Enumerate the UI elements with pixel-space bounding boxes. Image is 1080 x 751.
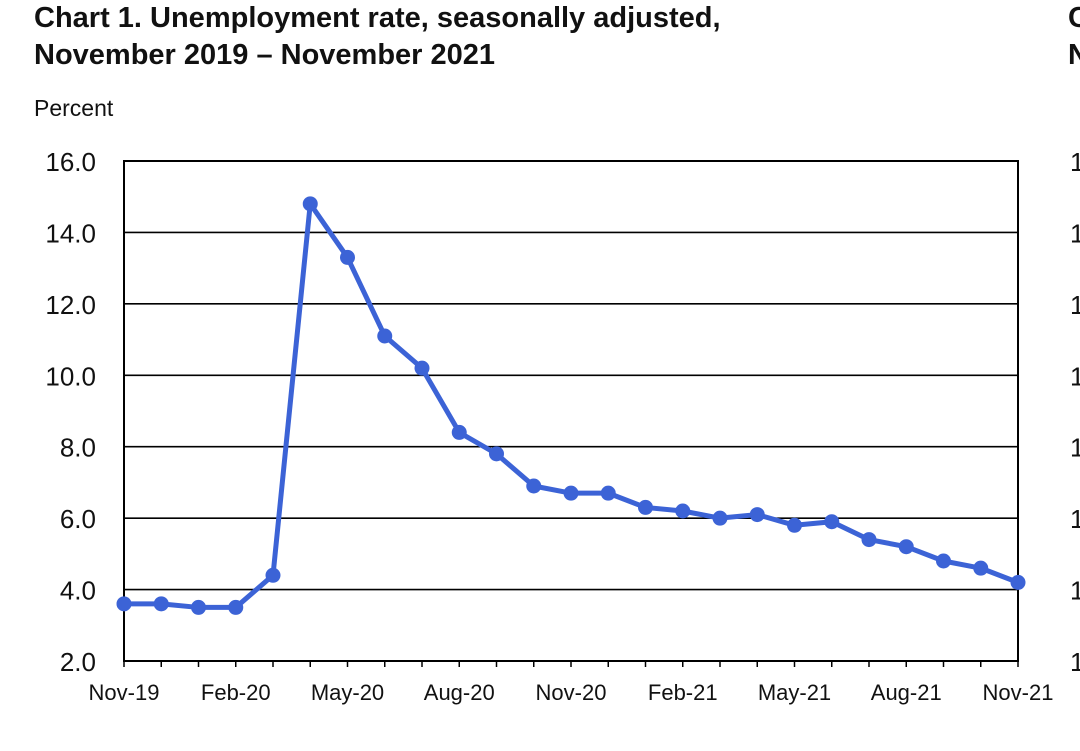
x-tick-label: Nov-20 <box>536 680 607 705</box>
next-chart-tick-fragment: 1 <box>1070 361 1080 391</box>
data-point <box>414 360 430 376</box>
data-point <box>116 596 132 612</box>
data-point <box>191 599 206 615</box>
x-tick-label: Aug-21 <box>871 680 942 705</box>
next-chart-tick-fragment: 1 <box>1070 576 1080 606</box>
y-tick-label: 12.0 <box>45 290 96 320</box>
data-point <box>600 485 616 501</box>
next-chart-tick-fragment: 1 <box>1070 218 1080 248</box>
series-layer <box>116 196 1026 615</box>
data-point <box>675 503 691 519</box>
data-point <box>563 485 579 501</box>
data-point <box>153 596 169 612</box>
data-point <box>340 249 355 265</box>
data-point <box>489 446 504 462</box>
next-chart-tick-fragment: 1 <box>1070 504 1080 534</box>
next-chart-tick-fragment: 1 <box>1070 290 1080 320</box>
data-point <box>861 532 877 548</box>
y-tick-label: 6.0 <box>60 504 96 534</box>
grid-lines <box>123 160 1019 667</box>
next-chart-tick-fragment: 1 <box>1070 147 1080 177</box>
y-tick-label: 16.0 <box>45 147 96 177</box>
data-point <box>787 517 802 533</box>
y-tick-label: 8.0 <box>60 433 96 463</box>
data-point <box>302 196 318 212</box>
next-chart-tick-fragment: 1 <box>1070 433 1080 463</box>
y-tick-label: 4.0 <box>60 576 96 606</box>
series-line <box>124 201 1019 610</box>
x-tick-label: Feb-20 <box>201 680 271 705</box>
x-tick-label: Nov-19 <box>89 680 160 705</box>
y-tick-label: 10.0 <box>45 361 96 391</box>
data-point <box>377 328 393 344</box>
x-tick-labels: Nov-19 Feb-20 May-20 Aug-20 Nov-20 Feb-21 May-… <box>89 680 1054 705</box>
data-point <box>973 560 989 576</box>
next-chart-tick-fragment: 1 <box>1070 647 1080 677</box>
next-chart-title-fragment: C <box>1068 2 1080 34</box>
data-point <box>898 539 914 555</box>
data-point <box>824 514 840 530</box>
chart-title-line2: November 2019 – November 2021 <box>34 39 496 71</box>
x-tick-label: Aug-20 <box>424 680 495 705</box>
x-tick-label: Feb-21 <box>648 680 718 705</box>
data-point <box>228 599 244 615</box>
data-point <box>638 499 653 515</box>
x-tick-label: May-21 <box>758 680 831 705</box>
data-point <box>936 553 951 569</box>
next-chart-title-fragment-2: N <box>1068 39 1080 71</box>
data-point <box>526 478 542 494</box>
data-point <box>451 424 467 440</box>
y-tick-labels: 2.0 4.0 6.0 8.0 10.0 12.0 14.0 16.0 1 1 1 1 1 1 1 1 <box>45 147 1080 677</box>
data-point <box>1010 574 1026 590</box>
y-tick-label: 2.0 <box>60 647 96 677</box>
chart-title-line1: Chart 1. Unemployment rate, seasonally a… <box>34 2 721 34</box>
data-point <box>712 510 728 526</box>
x-tick-label: May-20 <box>311 680 384 705</box>
data-point <box>265 567 281 583</box>
y-tick-label: 14.0 <box>45 218 96 248</box>
y-axis-label: Percent <box>34 95 114 121</box>
x-tick-label: Nov-21 <box>983 680 1054 705</box>
data-point <box>749 507 765 523</box>
